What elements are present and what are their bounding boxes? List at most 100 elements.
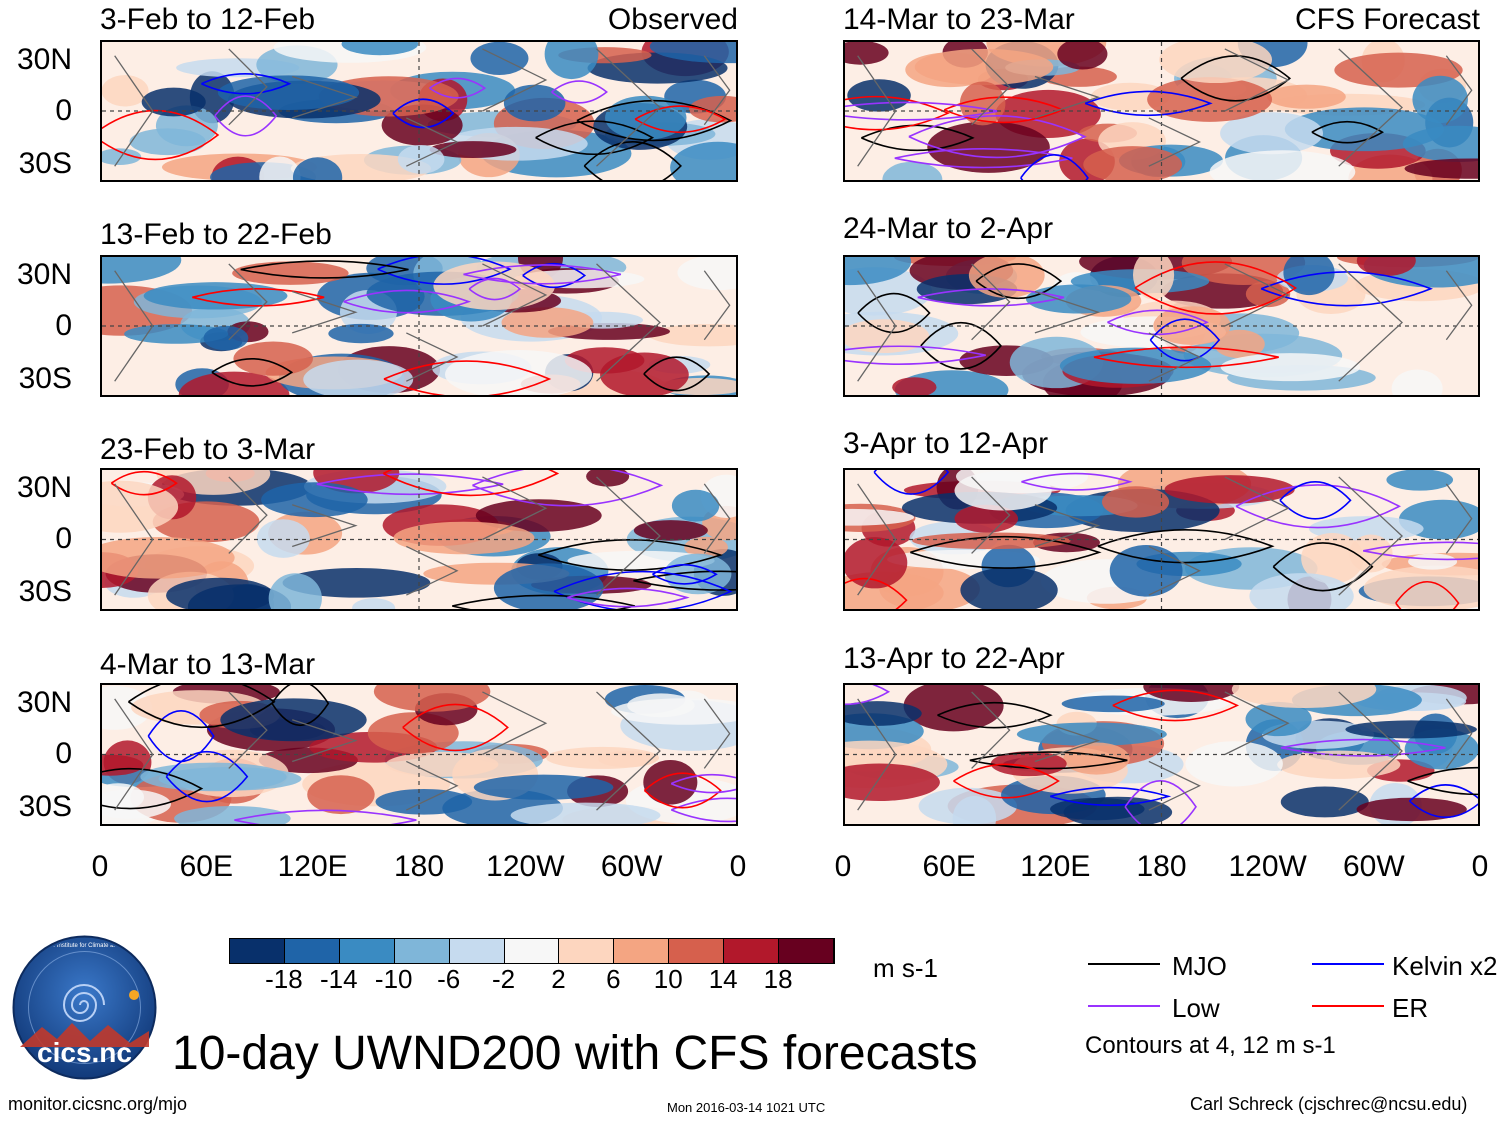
coastline xyxy=(1338,691,1403,811)
contour-line xyxy=(845,95,950,131)
field-blob xyxy=(914,48,1054,86)
field-blob xyxy=(845,42,889,65)
contour-line xyxy=(1020,154,1089,180)
field-blob xyxy=(203,325,249,351)
field-blob xyxy=(927,121,1050,173)
contour-line xyxy=(110,471,178,496)
contour-line xyxy=(535,120,655,156)
coastline xyxy=(857,55,897,167)
contour-line xyxy=(937,701,1053,729)
observed-map-4 xyxy=(100,683,738,826)
panel-title-observed-4: 4-Mar to 13-Mar xyxy=(100,648,316,681)
chart-title: 10-day UWND200 with CFS forecasts xyxy=(172,1027,978,1080)
contour-line xyxy=(1149,318,1221,362)
y-tick-label: 30S xyxy=(18,147,72,180)
contour-line xyxy=(1235,484,1402,529)
contour-line xyxy=(383,360,552,395)
coastline xyxy=(1338,476,1403,596)
contour-line xyxy=(917,288,1065,307)
field-blob xyxy=(968,257,1045,298)
coastline xyxy=(857,698,897,811)
field-blob xyxy=(256,519,310,558)
field-blob xyxy=(845,508,915,526)
field-blob xyxy=(1363,565,1478,609)
field-blob xyxy=(1164,475,1295,504)
contour-line xyxy=(1407,766,1478,796)
contour-line xyxy=(953,763,1060,799)
legend-mjo-label: MJO xyxy=(1172,951,1227,981)
contour-line xyxy=(377,257,512,285)
field-blob xyxy=(475,499,602,532)
contour-line xyxy=(102,109,220,161)
coastline xyxy=(482,691,548,756)
field-blob xyxy=(546,746,660,769)
logo-text: cics.nc xyxy=(37,1037,132,1068)
field-blob xyxy=(1083,146,1183,180)
colorbar-label: 14 xyxy=(708,964,738,994)
field-blob xyxy=(1061,695,1165,713)
field-blob xyxy=(1147,77,1273,122)
panel-title-observed-3: 23-Feb to 3-Mar xyxy=(100,433,316,466)
x-tick-label: 180 xyxy=(393,850,445,883)
contour-line xyxy=(128,685,276,728)
contour-line xyxy=(845,685,891,706)
contour-line xyxy=(643,356,711,392)
contour-line xyxy=(102,768,204,810)
coastline xyxy=(1034,719,1101,763)
legend-er-label: ER xyxy=(1392,993,1429,1023)
map-field xyxy=(845,470,1478,609)
forecast-map-3 xyxy=(843,468,1480,611)
contour-line xyxy=(567,587,690,608)
coastline xyxy=(406,332,459,382)
coastline xyxy=(1034,75,1101,119)
contour-line xyxy=(201,73,292,95)
field-blob xyxy=(1280,786,1369,818)
field-blob xyxy=(671,489,720,522)
field-blob xyxy=(352,598,396,609)
x-tick-label: 120W xyxy=(1228,850,1307,883)
contour-line xyxy=(1124,780,1197,824)
y-tick-label: 30N xyxy=(16,258,72,291)
coastline xyxy=(1034,290,1101,334)
coastline xyxy=(114,270,154,382)
contour-line xyxy=(429,77,487,99)
colorbar-label: -6 xyxy=(437,964,461,994)
field-blob xyxy=(341,42,419,56)
contour-line xyxy=(583,140,682,180)
map-field xyxy=(102,257,736,395)
footer-timestamp: Mon 2016-03-14 1021 UTC xyxy=(667,1100,826,1115)
coastline xyxy=(1148,117,1201,167)
field-blob xyxy=(1356,797,1467,822)
field-blob xyxy=(1209,150,1356,180)
contour-line xyxy=(1084,90,1213,117)
contour-line xyxy=(551,80,608,104)
logo-graphic xyxy=(12,935,157,1080)
coastline xyxy=(703,698,731,769)
field-blob xyxy=(268,573,322,609)
contour-line xyxy=(1112,689,1240,722)
contour-line xyxy=(1097,529,1275,564)
field-blob xyxy=(959,81,1006,126)
contour-line xyxy=(633,570,736,591)
field-blob xyxy=(1059,347,1212,384)
contour-line xyxy=(214,95,278,137)
field-blob xyxy=(954,504,1019,533)
field-blob xyxy=(232,261,349,285)
colorbar-bin xyxy=(724,939,780,963)
contour-line xyxy=(211,357,294,387)
map-field xyxy=(102,42,736,180)
field-blob xyxy=(912,532,1071,550)
field-blob xyxy=(292,157,343,180)
coastline xyxy=(406,760,459,811)
coastline xyxy=(596,476,661,596)
field-blob xyxy=(892,377,937,395)
contour-line xyxy=(1180,55,1292,102)
contour-line xyxy=(1279,481,1352,520)
panel-title-observed-1: 3-Feb to 12-Feb xyxy=(100,3,316,36)
legend-er-line xyxy=(1312,1005,1384,1007)
map-field xyxy=(845,42,1478,180)
coastline xyxy=(406,117,459,167)
contour-note: Contours at 4, 12 m s-1 xyxy=(1085,1032,1336,1059)
units-label: m s-1 xyxy=(873,953,938,983)
field-blob xyxy=(845,319,930,353)
